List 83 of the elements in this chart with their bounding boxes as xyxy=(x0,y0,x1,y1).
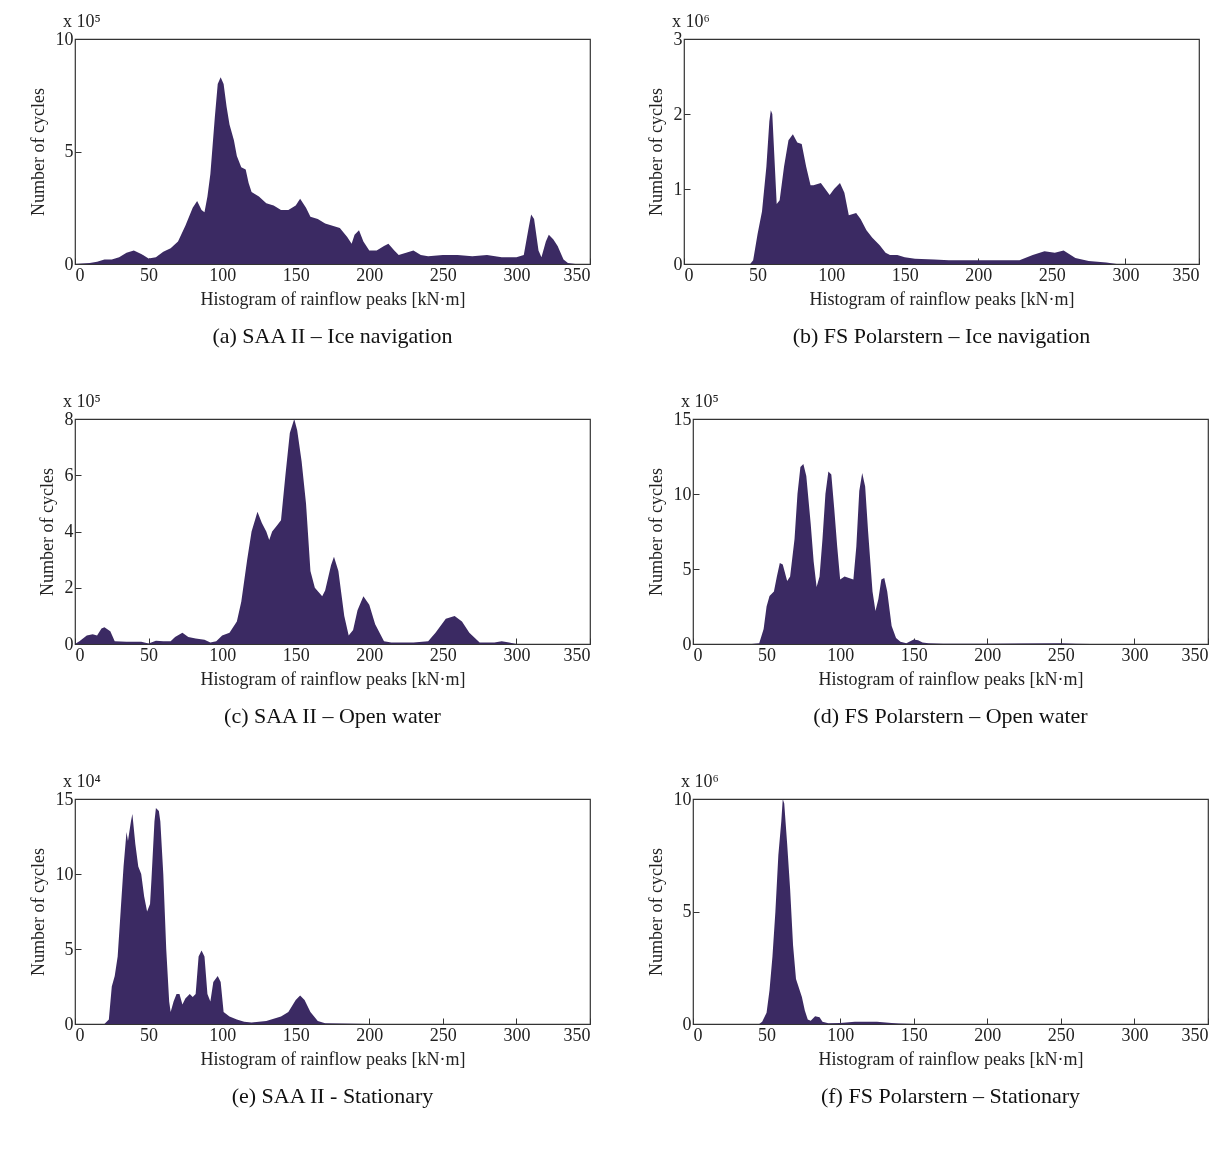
x-tick-label: 100 xyxy=(818,264,846,285)
x-tick-label: 150 xyxy=(282,644,310,665)
x-tick-label: 350 xyxy=(563,264,591,285)
x-tick-label: 250 xyxy=(1047,644,1075,665)
x-tick-label: 300 xyxy=(503,264,531,285)
text: x 10⁵ xyxy=(63,11,101,31)
x-tick-label: 200 xyxy=(356,1024,384,1045)
y-tick-label: 2 xyxy=(64,577,74,598)
x-tick-label: 150 xyxy=(900,644,928,665)
x-tick-label: 100 xyxy=(209,264,237,285)
text: x 10⁴ xyxy=(63,771,101,791)
x-tick-label: 150 xyxy=(891,264,919,285)
text: (b) FS Polarstern – Ice navigation xyxy=(792,323,1091,348)
y-axis-title: Number of cycles xyxy=(27,88,48,216)
x-axis-title: Histogram of rainflow peaks [kN·m] xyxy=(809,288,1075,309)
x-tick-label: 350 xyxy=(1181,644,1209,665)
x-tick-label: 250 xyxy=(1038,264,1066,285)
x-tick-label: 350 xyxy=(563,1024,591,1045)
x-tick-label: 200 xyxy=(974,1024,1002,1045)
text: (c) SAA II – Open water xyxy=(224,703,442,728)
x-axis-title: Histogram of rainflow peaks [kN·m] xyxy=(818,1048,1084,1069)
x-tick-label: 150 xyxy=(282,264,310,285)
text: (d) FS Polarstern – Open water xyxy=(813,703,1089,728)
y-tick-label: 5 xyxy=(682,901,692,921)
y-tick-label: 10 xyxy=(673,483,692,504)
x-tick-label: 250 xyxy=(429,644,457,665)
x-axis-title: Histogram of rainflow peaks [kN·m] xyxy=(818,668,1084,689)
text: (f) FS Polarstern – Stationary xyxy=(820,1083,1081,1108)
x-tick-label: 150 xyxy=(282,1024,310,1045)
y-tick-label: 10 xyxy=(55,863,74,884)
x-tick-label: 50 xyxy=(758,1024,777,1045)
x-axis-title: Histogram of rainflow peaks [kN·m] xyxy=(200,668,466,689)
y-tick-label: 6 xyxy=(64,464,74,485)
y-tick-label: 4 xyxy=(64,521,74,541)
x-tick-label: 250 xyxy=(429,1024,457,1045)
y-axis-title: Number of cycles xyxy=(645,848,666,976)
y-axis-title: Number of cycles xyxy=(645,468,666,596)
x-tick-label: 100 xyxy=(827,644,855,665)
x-axis-title: Histogram of rainflow peaks [kN·m] xyxy=(200,1048,466,1069)
x-tick-label: 200 xyxy=(356,264,384,285)
y-tick-label: 15 xyxy=(673,408,692,429)
x-tick-label: 300 xyxy=(1112,264,1140,285)
x-tick-label: 300 xyxy=(503,644,531,665)
y-axis-title: Number of cycles xyxy=(36,468,57,596)
x-tick-label: 100 xyxy=(209,1024,237,1045)
y-tick-label: 8 xyxy=(64,408,74,429)
x-tick-label: 150 xyxy=(900,1024,928,1045)
y-axis-title: Number of cycles xyxy=(27,848,48,976)
x-tick-label: 300 xyxy=(1121,644,1149,665)
x-tick-label: 50 xyxy=(749,264,768,285)
text: (a) SAA II – Ice navigation xyxy=(212,323,453,348)
x-tick-label: 50 xyxy=(140,264,159,285)
y-tick-label: 5 xyxy=(682,558,692,579)
y-tick-label: 2 xyxy=(673,103,683,124)
x-tick-label: 300 xyxy=(1121,1024,1149,1045)
y-tick-label: 1 xyxy=(673,178,683,199)
y-tick-label: 3 xyxy=(673,28,683,49)
x-tick-label: 50 xyxy=(758,644,777,665)
x-tick-label: 50 xyxy=(140,1024,159,1045)
text: (e) SAA II - Stationary xyxy=(231,1083,434,1108)
y-tick-label: 5 xyxy=(64,141,74,161)
text: x 10⁵ xyxy=(63,391,101,411)
x-tick-label: 100 xyxy=(827,1024,855,1045)
text: x 10⁶ xyxy=(681,771,719,791)
y-axis-title: Number of cycles xyxy=(645,88,666,216)
x-tick-label: 50 xyxy=(140,644,159,665)
text: x 10⁶ xyxy=(672,11,710,31)
x-tick-label: 250 xyxy=(1047,1024,1075,1045)
x-tick-label: 200 xyxy=(965,264,993,285)
y-tick-label: 10 xyxy=(55,28,74,49)
x-tick-label: 100 xyxy=(209,644,237,665)
y-tick-label: 15 xyxy=(55,788,74,809)
x-tick-label: 200 xyxy=(974,644,1002,665)
x-tick-label: 350 xyxy=(1172,264,1200,285)
text: x 10⁵ xyxy=(681,391,719,411)
x-tick-label: 350 xyxy=(563,644,591,665)
x-axis-title: Histogram of rainflow peaks [kN·m] xyxy=(200,288,466,309)
y-tick-label: 10 xyxy=(673,788,692,809)
x-tick-label: 250 xyxy=(429,264,457,285)
x-tick-label: 350 xyxy=(1181,1024,1209,1045)
x-tick-label: 200 xyxy=(356,644,384,665)
x-tick-label: 300 xyxy=(503,1024,531,1045)
y-tick-label: 5 xyxy=(64,938,74,959)
